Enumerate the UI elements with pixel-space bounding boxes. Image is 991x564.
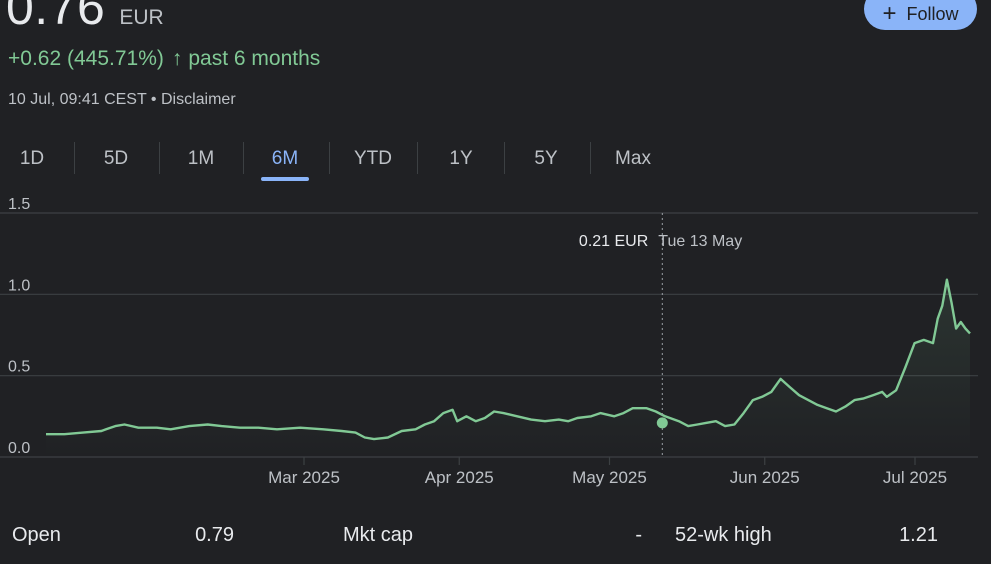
quote-meta: 10 Jul, 09:41 CEST • Disclaimer	[8, 91, 236, 109]
y-tick-label: 1.5	[8, 196, 30, 213]
stat-label-mkt-cap: Mkt cap	[343, 524, 414, 546]
range-tab-ytd[interactable]: YTD	[354, 148, 392, 169]
range-tab-1d[interactable]: 1D	[19, 148, 45, 169]
tooltip-dot	[656, 417, 668, 429]
stat-value-52wk-high: 1.21	[899, 524, 938, 546]
y-tick-label: 0.5	[8, 359, 30, 376]
range-tab-5d[interactable]: 5D	[103, 148, 129, 169]
range-tab-1y[interactable]: 1Y	[449, 148, 473, 169]
range-tab-max[interactable]: Max	[615, 148, 651, 169]
change-value: +0.62 (445.71%)	[8, 47, 164, 70]
x-tick-label: Jun 2025	[730, 468, 800, 487]
range-separator	[74, 142, 75, 174]
plus-icon: +	[882, 0, 897, 27]
arrow-up-icon: ↑	[171, 47, 183, 70]
range-separator	[503, 142, 505, 174]
stat-label-52wk-high: 52-wk high	[675, 524, 772, 546]
stat-value-open: 0.79	[195, 524, 234, 546]
currency-label: EUR	[119, 6, 164, 29]
tooltip-value: 0.21 EUR	[579, 233, 648, 250]
range-separator	[329, 142, 330, 174]
disclaimer-link[interactable]: Disclaimer	[160, 91, 236, 108]
stat-value-mkt-cap: -	[635, 524, 642, 546]
range-tabs: 1D 5D 1M 6M YTD 1Y 5Y Max	[0, 140, 680, 181]
price-chart: 1.5 1.0 0.5 0.0 Mar 2025 Apr 2025 May 2025 Jun …	[0, 196, 978, 487]
range-separator	[417, 142, 418, 174]
current-price: 0.76	[6, 0, 106, 35]
timestamp: 10 Jul, 09:41 CEST	[8, 91, 147, 108]
follow-label: Follow	[906, 3, 959, 24]
range-tab-5y[interactable]: 5Y	[534, 148, 558, 169]
y-tick-label: 0.0	[8, 440, 30, 457]
price-line	[46, 278, 971, 441]
x-tick-label: Mar 2025	[268, 468, 340, 487]
tooltip-date: Tue 13 May	[658, 233, 742, 250]
y-tick-label: 1.0	[8, 277, 30, 294]
price-change: +0.62 (445.71%) ↑ past 6 months	[8, 47, 320, 71]
range-tab-1m[interactable]: 1M	[187, 148, 215, 169]
stat-label-open: Open	[12, 524, 61, 546]
change-period: past 6 months	[188, 47, 321, 70]
x-tick-label: Jul 2025	[883, 468, 947, 487]
follow-button[interactable]: + Follow	[864, 0, 977, 30]
x-tick-label: Apr 2025	[425, 468, 494, 487]
price-header: 0.76 EUR	[6, 0, 164, 36]
stats-row: Open 0.79 Mkt cap - 52-wk high 1.21	[0, 518, 991, 564]
range-separator	[158, 142, 160, 174]
meta-separator: •	[150, 91, 157, 108]
range-tab-6m[interactable]: 6M	[261, 140, 309, 181]
range-separator	[243, 142, 244, 174]
price-area	[46, 279, 970, 457]
x-tick-label: May 2025	[572, 468, 647, 487]
range-separator	[589, 142, 591, 174]
